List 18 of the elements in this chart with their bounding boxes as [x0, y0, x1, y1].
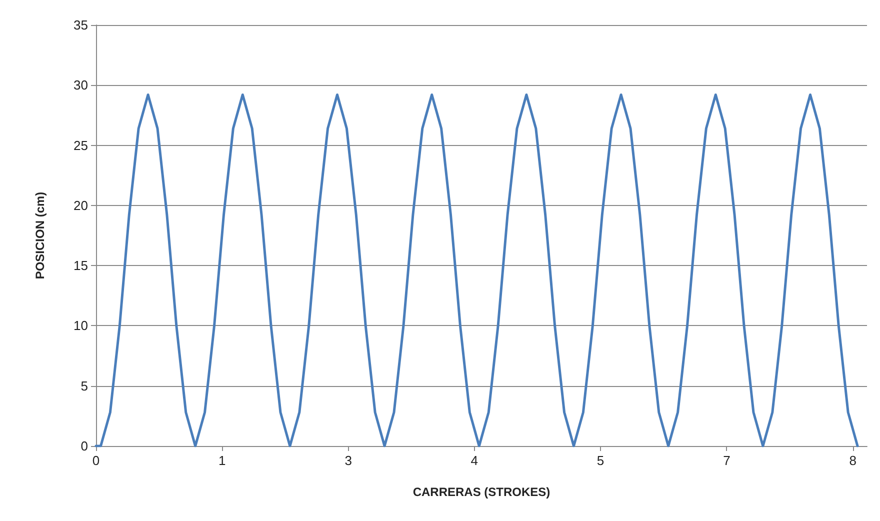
y-tick-label: 25	[74, 138, 88, 153]
y-axis-title: POSICION (cm)	[33, 192, 47, 280]
x-tick-label: 4	[470, 453, 478, 468]
y-tick-label: 30	[74, 78, 88, 93]
x-tick-label: 8	[849, 453, 856, 468]
x-tick-label: 0	[92, 453, 100, 468]
y-tick-label: 5	[80, 378, 88, 394]
x-tick-label: 7	[723, 453, 730, 468]
x-tick-label: 3	[344, 453, 352, 468]
y-tick-label: 15	[74, 258, 88, 274]
x-tick-label: 5	[596, 453, 604, 468]
x-tick-label: 1	[218, 453, 226, 468]
y-tick-label: 35	[74, 18, 88, 32]
x-axis-title: CARRERAS (STROKES)	[412, 485, 550, 499]
y-tick-label: 20	[74, 198, 88, 213]
y-tick-label: 0	[80, 438, 88, 454]
line-series	[94, 94, 859, 448]
y-tick-label: 10	[74, 318, 88, 334]
